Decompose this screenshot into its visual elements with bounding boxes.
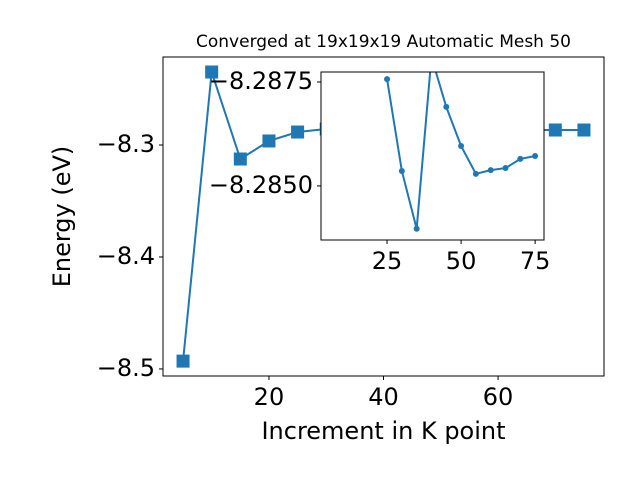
y-tick-label: −8.5 <box>97 354 155 382</box>
marker <box>548 123 562 137</box>
marker <box>398 167 405 174</box>
y-tick-label: −8.2875 <box>209 67 313 95</box>
x-tick-label: 40 <box>368 383 399 411</box>
x-tick-label: 75 <box>520 247 551 275</box>
marker <box>517 155 524 162</box>
marker <box>443 103 450 110</box>
plot-content <box>384 72 539 232</box>
y-tick-label: −8.3 <box>97 130 155 158</box>
marker <box>205 65 219 79</box>
axes-frame <box>320 71 545 241</box>
x-tick-label: 20 <box>254 383 285 411</box>
y-tick-label: −8.4 <box>97 242 155 270</box>
marker <box>413 225 420 232</box>
marker <box>472 170 479 177</box>
marker <box>458 143 465 150</box>
plot-area <box>321 72 544 240</box>
marker <box>384 76 391 83</box>
x-tick-label: 50 <box>446 247 477 275</box>
y-tick-label: −8.2850 <box>209 171 313 199</box>
marker <box>502 165 509 172</box>
x-axis-label: Increment in K point <box>261 417 505 445</box>
x-tick-label: 60 <box>483 383 514 411</box>
y-axis-label: Energy (eV) <box>48 146 76 288</box>
x-tick-label: 25 <box>372 247 403 275</box>
chart-title: Converged at 19x19x19 Automatic Mesh 50 <box>196 32 571 52</box>
marker <box>487 167 494 174</box>
marker <box>532 153 539 159</box>
marker <box>577 123 591 137</box>
marker <box>176 354 190 368</box>
marker <box>233 152 247 166</box>
marker <box>291 125 305 139</box>
marker <box>262 134 276 148</box>
